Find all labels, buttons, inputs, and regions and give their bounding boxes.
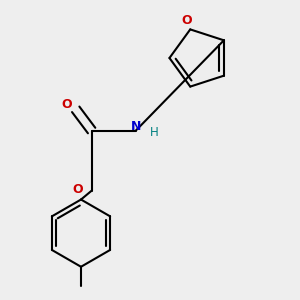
Text: H: H — [150, 126, 159, 139]
Text: O: O — [61, 98, 72, 110]
Text: O: O — [182, 14, 192, 27]
Text: N: N — [131, 120, 141, 133]
Text: O: O — [73, 184, 83, 196]
